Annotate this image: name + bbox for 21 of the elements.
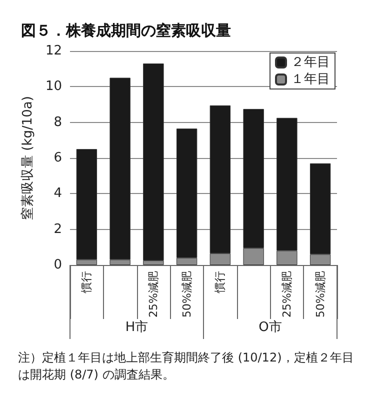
text: 注）定植１年目は地上部生育期間終了後 (10/12)，定植２年目は開花期 (8/7) の調査結果。 <box>18 350 354 382</box>
y-tick-label: 12 <box>45 44 62 58</box>
x-tick-label: 25%減肥 <box>146 271 160 318</box>
legend-label: ２年目 <box>291 55 330 70</box>
y-tick-label: 2 <box>54 222 62 237</box>
x-tick-label: 25%減肥 <box>280 271 294 318</box>
y-tick-label: 0 <box>54 258 62 272</box>
y-tick-label: 6 <box>54 150 62 166</box>
text: H市 <box>125 320 148 335</box>
x-tick-label: 50%減肥 <box>314 271 327 318</box>
y-axis-title: 窒素吸収量 (kg/10a) <box>20 96 36 220</box>
text: O市 <box>258 320 282 335</box>
legend-label: １年目 <box>291 72 330 87</box>
x-tick-label: 50%減肥 <box>180 271 194 318</box>
bar <box>143 63 164 261</box>
chart-title: 図５．株養成期間の窒素吸収量 <box>21 22 231 40</box>
y-tick-label: 10 <box>45 79 62 94</box>
x-tick-label: 慣行 <box>80 271 94 294</box>
y-tick-label: 8 <box>54 114 62 130</box>
y-tick-label: 4 <box>54 186 62 202</box>
x-tick-label: 慣行 <box>214 271 227 294</box>
